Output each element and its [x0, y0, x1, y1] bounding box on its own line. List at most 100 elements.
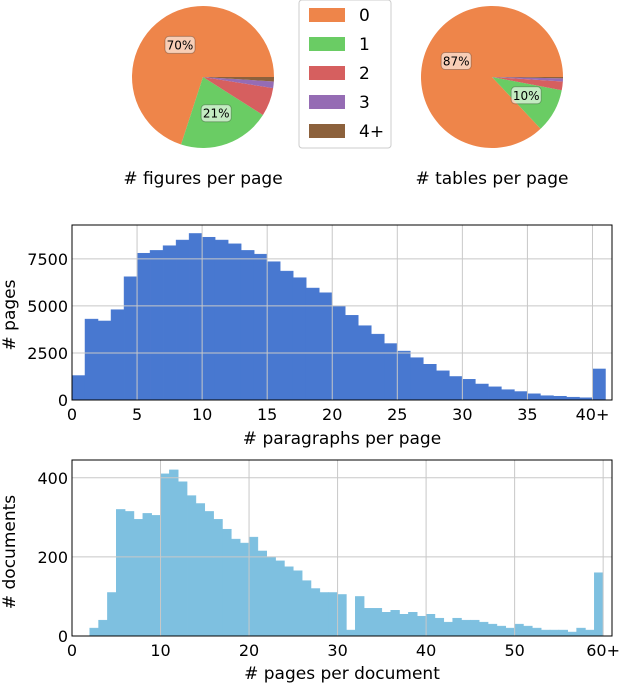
- pages-bar: [319, 592, 329, 637]
- paragraphs-xtick-label: 10: [192, 405, 212, 424]
- legend-label-4: 4+: [359, 122, 384, 142]
- pages-ylabel: # documents: [0, 495, 20, 609]
- paragraphs-ytick-label: 5000: [27, 297, 68, 316]
- legend-swatch-0: [309, 8, 345, 22]
- paragraphs-bar: [436, 370, 450, 401]
- pages-bar: [434, 617, 445, 637]
- legend-swatch-3: [309, 95, 345, 109]
- paragraphs-bar: [423, 364, 437, 401]
- pie-legend: 0 1 2 3 4+: [298, 0, 392, 149]
- pages-bar: [337, 594, 347, 637]
- figures-per-page-pie: 70% 21%: [132, 6, 274, 149]
- pages-bar: [576, 627, 586, 637]
- pages-bar: [213, 519, 223, 637]
- pages-bar: [390, 610, 400, 637]
- pages-bar: [540, 629, 551, 637]
- pages-frame: [71, 459, 613, 637]
- paragraphs-bar: [397, 350, 411, 401]
- figures-pie-label-box-1: [200, 104, 232, 123]
- paragraphs-bar: [345, 315, 359, 401]
- paragraphs-bar: [97, 320, 112, 401]
- pages-xtick-label: 20: [239, 641, 259, 660]
- paragraphs-bar: [318, 292, 333, 401]
- pages-bar: [487, 623, 498, 637]
- pages-bar: [363, 608, 374, 637]
- pages-ytick-label: 200: [37, 548, 68, 567]
- paragraphs-bar: [514, 391, 528, 401]
- pages-bar: [177, 481, 188, 637]
- paragraphs-bar: [358, 325, 372, 401]
- paragraphs-bar: [279, 270, 294, 401]
- paragraphs-ytick-label: 0: [58, 391, 68, 410]
- legend-swatch-1: [309, 37, 345, 51]
- pages-bar: [301, 580, 312, 637]
- pages-bar: [355, 596, 365, 637]
- paragraphs-bar: [110, 309, 125, 401]
- figures-pie-slice-2: [203, 77, 274, 116]
- tables-per-page-pie: 87% 10%: [420, 6, 564, 149]
- pages-bar: [231, 538, 241, 637]
- paragraphs-bar: [123, 276, 138, 401]
- legend-label-3: 3: [359, 93, 370, 113]
- pages-bar: [222, 528, 232, 637]
- pages-bar: [558, 629, 568, 637]
- tables-pie-slice-2: [492, 77, 563, 91]
- paragraphs-bar: [201, 236, 216, 401]
- pages-bar: [293, 570, 303, 637]
- pages-bar: [275, 560, 285, 637]
- pages-bar: [195, 503, 206, 637]
- pages-bar: [505, 627, 515, 637]
- paragraphs-bar: [462, 379, 476, 401]
- paragraphs-bar: [553, 395, 567, 401]
- tables-pie-label-box-1: [510, 86, 542, 105]
- pages-ytick-label: 400: [37, 469, 68, 488]
- pages-bar: [496, 625, 507, 637]
- pages-xtick-label: 60+: [586, 641, 620, 660]
- pages-bar: [549, 629, 560, 637]
- pages-bar: [160, 473, 170, 637]
- pages-bar: [98, 619, 108, 637]
- paragraphs-ytick-label: 7500: [27, 250, 68, 269]
- paragraphs-bar: [162, 245, 177, 401]
- pages-bar: [452, 617, 462, 637]
- paragraphs-bar: [84, 318, 99, 401]
- legend-label-1: 1: [359, 35, 370, 55]
- tables-pie-pct-label-0: 87%: [443, 55, 470, 69]
- pages-bar: [151, 515, 161, 637]
- pages-bar: [346, 629, 356, 637]
- paragraphs-bar: [410, 357, 424, 401]
- pages-bar: [124, 511, 135, 637]
- figures-pie-slice-3: [203, 77, 274, 89]
- pages-bar: [133, 519, 144, 637]
- paragraphs-bar: [527, 393, 541, 401]
- paragraphs-bar: [227, 243, 242, 401]
- paragraphs-xtick-label: 35: [517, 405, 537, 424]
- paragraphs-bar: [175, 239, 190, 401]
- tables-pie-slice-3: [492, 77, 563, 82]
- pages-xtick-label: 50: [504, 641, 524, 660]
- paragraphs-bar: [253, 253, 268, 401]
- figures-pie-caption: # figures per page: [123, 169, 282, 189]
- pages-bar: [567, 631, 577, 637]
- tables-pie-caption: # tables per page: [415, 169, 568, 189]
- paragraphs-xtick-label: 20: [322, 405, 342, 424]
- pages-bar: [186, 495, 197, 637]
- figures-pie-pct-label-1: 21%: [203, 107, 230, 121]
- paragraphs-frame: [71, 224, 613, 401]
- pages-per-document-histogram: 0 10 20 30 40 50 60+ 0 200 400: [37, 459, 620, 660]
- paragraphs-bar: [475, 383, 489, 401]
- paragraphs-bar: [488, 386, 502, 401]
- paragraphs-ytick-label: 2500: [27, 344, 68, 363]
- figures-pie-label-box-0: [164, 35, 196, 54]
- pages-bar: [89, 627, 99, 637]
- pages-bar: [514, 623, 524, 637]
- pages-bar: [594, 572, 604, 637]
- paragraphs-xlabel: # paragraphs per page: [243, 429, 441, 449]
- paragraphs-xtick-label: 30: [452, 405, 472, 424]
- pages-bar: [443, 621, 453, 637]
- paragraphs-bar: [592, 368, 606, 401]
- paragraphs-bar: [384, 343, 398, 401]
- pages-bar: [461, 619, 471, 637]
- pages-xlabel: # pages per document: [244, 664, 440, 684]
